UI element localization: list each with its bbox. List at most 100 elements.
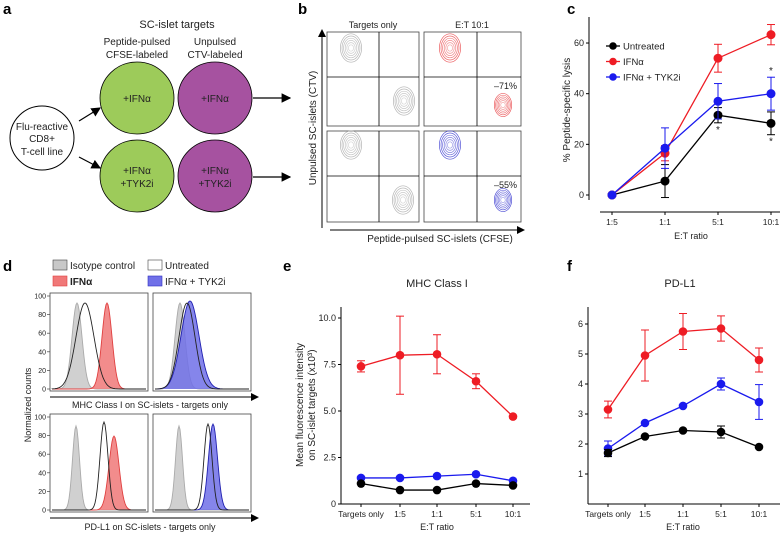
contour-population — [340, 130, 362, 160]
x-tick-label: Targets only — [585, 509, 632, 519]
d-y-tick-label: 100 — [34, 415, 46, 422]
contour-population — [341, 35, 361, 61]
contour-population — [442, 134, 458, 156]
contour-population — [445, 42, 455, 54]
x-tick-label: 10:1 — [751, 509, 768, 519]
x-tick-label: 1:5 — [639, 509, 651, 519]
panel-e: e MHC Class I Mean fluorescence intensit… — [283, 258, 530, 532]
contour-population — [394, 88, 414, 114]
x-tick-label: Targets only — [338, 509, 385, 519]
contour-population — [343, 134, 359, 156]
data-point — [754, 442, 764, 452]
d-y-tick-label: 20 — [38, 489, 46, 496]
green-circle-ifna — [99, 61, 175, 135]
b-percent-ifna: –71% — [494, 81, 517, 91]
contour-population — [500, 101, 506, 109]
data-point — [508, 412, 518, 421]
col1-line1: Peptide-pulsed — [104, 37, 171, 48]
x-tick-label: 5:1 — [712, 217, 724, 227]
legend-label: IFNα + TYK2i — [623, 73, 681, 84]
data-point — [603, 405, 613, 414]
contour-population — [496, 96, 510, 114]
data-point — [716, 324, 726, 333]
histogram-curve — [51, 302, 146, 390]
data-point — [471, 469, 481, 479]
data-point — [754, 355, 764, 365]
flow-plot-0 — [326, 31, 420, 127]
contour-population — [440, 132, 460, 158]
y-tick-label: 60 — [574, 38, 584, 48]
panel-c: c % Peptide-specific lysis E:T ratio 0 20… — [562, 1, 780, 241]
contour-population — [393, 187, 413, 213]
histogram-curve — [155, 422, 249, 511]
data-point — [432, 485, 442, 495]
panel-a-title: SC-islet targets — [139, 19, 215, 31]
x-tick-label: 1:1 — [677, 509, 689, 519]
d-bottom-x-label: PD-L1 on SC-islets - targets only — [84, 522, 216, 532]
c-y-label: % Peptide-specific lysis — [562, 58, 573, 162]
legend-ifna: IFNα — [70, 277, 93, 288]
legend-swatch-tyk2i — [147, 275, 163, 287]
data-point — [432, 349, 442, 359]
contour-population — [399, 95, 409, 107]
series-line-0 — [611, 114, 772, 196]
contour-population — [495, 189, 511, 211]
panel-label-f: f — [567, 258, 573, 275]
data-point — [660, 176, 670, 186]
x-tick-label: 1:1 — [659, 217, 671, 227]
data-point — [678, 426, 688, 435]
tcell-line1: Flu-reactive — [16, 122, 69, 133]
histogram-plot-2 — [49, 413, 149, 513]
x-tick-label: 5:1 — [470, 509, 482, 519]
f-x-label: E:T ratio — [666, 522, 700, 532]
data-point — [607, 190, 617, 200]
flow-plot-1 — [423, 31, 522, 127]
significance-asterisk: * — [769, 66, 773, 77]
panel-label-e: e — [283, 258, 291, 275]
x-tick-label: 5:1 — [715, 509, 727, 519]
purple-row2-label1: +IFNα — [201, 166, 229, 177]
legend-label: Untreated — [623, 42, 665, 53]
contour-population — [493, 93, 513, 117]
legend-label: IFNα — [623, 57, 644, 68]
col2-line1: Unpulsed — [194, 37, 236, 48]
data-point — [754, 397, 764, 407]
tcell-line3: T-cell line — [21, 147, 64, 158]
contour-population — [341, 132, 361, 158]
data-point — [356, 479, 366, 488]
legend-marker — [609, 57, 617, 66]
legend-untreated: Untreated — [165, 261, 209, 272]
col1-line2: CFSE-labeled — [106, 50, 168, 61]
contour-population — [348, 44, 354, 52]
contour-population — [496, 191, 510, 209]
purple-row1-label: +IFNα — [201, 94, 229, 105]
contour-population — [495, 94, 511, 116]
contour-population — [346, 42, 356, 54]
contour-population — [344, 40, 358, 56]
data-point — [356, 362, 366, 371]
series-line-1 — [611, 34, 772, 196]
green-row2-label2: +TYK2i — [120, 179, 153, 190]
series-line-1 — [607, 383, 760, 450]
contour-population — [343, 37, 359, 59]
y-tick-label: 2.5 — [323, 453, 336, 463]
col-title-targets-only: Targets only — [349, 20, 398, 30]
contour-population — [445, 139, 455, 151]
y-tick-label: 5.0 — [323, 406, 336, 416]
data-point — [678, 327, 688, 336]
contour-population — [447, 141, 453, 149]
contour-population — [497, 98, 509, 112]
y-tick-label: 40 — [574, 89, 584, 99]
data-point — [640, 418, 650, 428]
arrow-tcell-to-row2 — [78, 156, 102, 169]
panel-label-b: b — [298, 1, 307, 18]
d-y-tick-label: 0 — [42, 508, 46, 515]
data-point — [766, 118, 776, 128]
d-y-tick-label: 80 — [38, 312, 46, 319]
y-tick-label: 20 — [574, 139, 584, 149]
d-y-tick-label: 0 — [42, 387, 46, 394]
contour-population — [397, 93, 411, 109]
contour-population — [443, 40, 457, 56]
data-point — [432, 471, 442, 481]
